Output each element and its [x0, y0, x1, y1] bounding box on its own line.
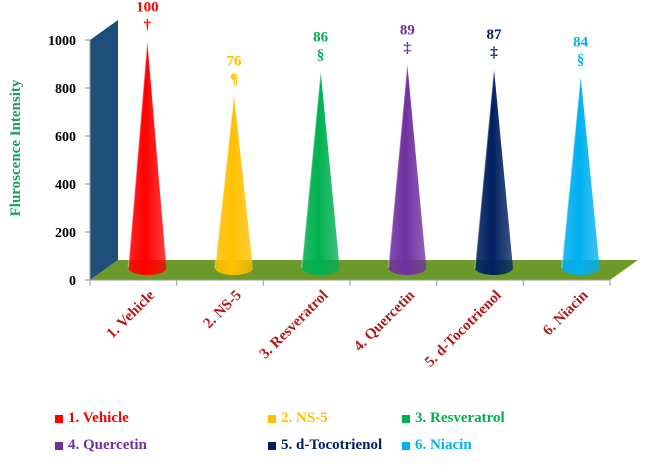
- y-tick-label: 400: [55, 178, 76, 193]
- data-label-3-resveratrol: 86: [313, 30, 329, 46]
- legend-label: 3. Resveratrol: [415, 410, 505, 426]
- cone-body: [475, 69, 513, 275]
- legend-swatch: [268, 414, 276, 423]
- y-tick-label: 200: [55, 226, 76, 241]
- legend-label: 1. Vehicle: [68, 410, 129, 426]
- data-mark-1-vehicle: †: [144, 18, 152, 34]
- cone-highlight: [214, 95, 235, 269]
- x-tick-label-3-resveratrol: 3. Resveratrol: [257, 288, 332, 363]
- x-tick-label-5-d-tocotrienol: 5. d-Tocotrienol: [422, 288, 505, 371]
- cone-2-ns-5: [214, 95, 253, 275]
- x-tick-label-2-ns-5: 2. NS-5: [201, 288, 245, 332]
- legend-item-5-d-tocotrienol: 5. d-Tocotrienol: [268, 437, 382, 454]
- x-tick-label-6-niacin: 6. Niacin: [540, 287, 592, 339]
- legend-swatch: [402, 414, 410, 423]
- data-label-1-vehicle: 100: [136, 0, 159, 16]
- chart-walls: [90, 20, 638, 280]
- data-mark-3-resveratrol: §: [317, 48, 325, 64]
- legend-item-3-resveratrol: 3. Resveratrol: [402, 410, 505, 427]
- y-tick-label: 800: [55, 82, 76, 97]
- cone-body: [128, 41, 167, 276]
- y-tick-label: 1000: [48, 34, 76, 49]
- data-label-4-quercetin: 89: [400, 22, 415, 38]
- legend-swatch: [55, 414, 63, 423]
- y-tick-label: 0: [69, 274, 76, 289]
- legend-label: 5. d-Tocotrienol: [281, 437, 383, 453]
- y-axis: 0 200 400 600 800 1000: [48, 34, 91, 289]
- legend-item-6-niacin: 6. Niacin: [402, 437, 472, 454]
- x-tick-label-4-quercetin: 4. Quercetin: [351, 287, 419, 355]
- legend-label: 4. Quercetin: [68, 437, 147, 453]
- cone-body: [301, 71, 340, 276]
- data-labels: 100 † 76 ¶ 86 § 89 ‡ 87 ‡ 84 §: [136, 0, 589, 88]
- cone-highlight: [300, 71, 322, 269]
- y-axis-label: Fluroscence Intensity: [8, 79, 24, 216]
- cone-body: [561, 76, 600, 276]
- cone-4-quercetin: [387, 64, 427, 276]
- cone-highlight: [127, 41, 149, 269]
- legend-label: 6. Niacin: [415, 437, 472, 453]
- data-label-6-niacin: 84: [573, 34, 589, 50]
- data-mark-6-niacin: §: [577, 52, 585, 68]
- chart-cones: [127, 41, 600, 276]
- x-axis: 1. Vehicle 2. NS-5 3. Resveratrol 4. Querce…: [89, 279, 611, 371]
- data-mark-5-d-tocotrienol: ‡: [490, 45, 498, 61]
- legend-swatch: [402, 441, 410, 450]
- data-mark-4-quercetin: ‡: [404, 40, 412, 56]
- data-label-2-ns-5: 76: [227, 54, 243, 70]
- cone-6-niacin: [560, 76, 600, 276]
- legend-swatch: [55, 441, 63, 450]
- legend-swatch: [268, 441, 276, 450]
- cone-body: [215, 95, 253, 275]
- legend-label: 2. NS-5: [281, 410, 328, 426]
- x-tick-label-1-vehicle: 1. Vehicle: [104, 287, 159, 342]
- cone-3-resveratrol: [300, 71, 340, 276]
- chart-legend: 1. Vehicle 2. NS-5 3. Resveratrol 4. Querce…: [0, 410, 650, 466]
- y-tick-label: 600: [55, 130, 76, 145]
- data-mark-2-ns-5: ¶: [230, 72, 238, 88]
- cone-highlight: [560, 76, 582, 269]
- legend-item-4-quercetin: 4. Quercetin: [55, 437, 147, 454]
- legend-item-2-ns-5: 2. NS-5: [268, 410, 328, 427]
- cone-body: [388, 64, 427, 276]
- legend-item-1-vehicle: 1. Vehicle: [55, 410, 129, 427]
- cone-highlight: [387, 64, 409, 269]
- cone-highlight: [474, 69, 495, 269]
- cone-1-vehicle: [127, 41, 167, 276]
- chart-floor: [90, 260, 638, 280]
- cone-5-d-tocotrienol: [474, 69, 513, 275]
- left-wall: [90, 20, 118, 280]
- data-label-5-d-tocotrienol: 87: [487, 27, 503, 43]
